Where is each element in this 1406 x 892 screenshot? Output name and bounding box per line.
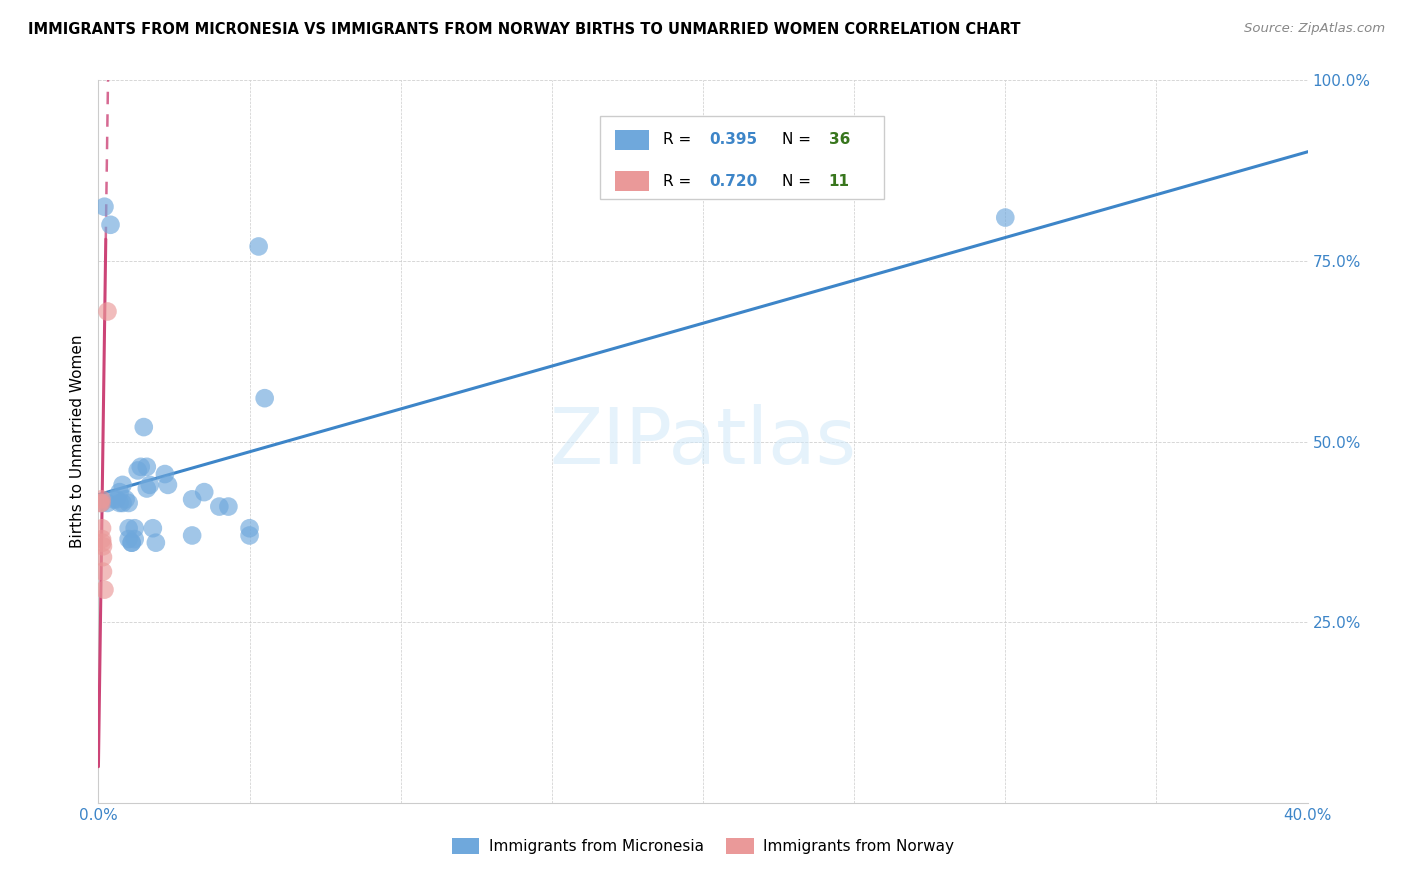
Point <box>121 535 143 549</box>
Text: IMMIGRANTS FROM MICRONESIA VS IMMIGRANTS FROM NORWAY BIRTHS TO UNMARRIED WOMEN C: IMMIGRANTS FROM MICRONESIA VS IMMIGRANTS… <box>28 22 1021 37</box>
Point <box>111 496 134 510</box>
Point <box>114 492 136 507</box>
Point <box>111 478 134 492</box>
Point <box>105 492 128 507</box>
Point <box>145 535 167 549</box>
Point <box>118 496 141 510</box>
Point <box>91 539 114 553</box>
Legend: Immigrants from Micronesia, Immigrants from Norway: Immigrants from Micronesia, Immigrants f… <box>446 832 960 860</box>
Point <box>139 478 162 492</box>
Point <box>93 582 115 597</box>
Y-axis label: Births to Unmarried Women: Births to Unmarried Women <box>69 334 84 549</box>
Point <box>135 482 157 496</box>
Point <box>239 521 262 535</box>
Point <box>90 496 112 510</box>
Point <box>91 550 114 565</box>
Point <box>118 521 141 535</box>
Bar <box>600 117 884 200</box>
Point <box>96 304 118 318</box>
Point <box>217 500 239 514</box>
Point <box>90 492 112 507</box>
Point <box>181 528 204 542</box>
Text: R =: R = <box>664 132 696 147</box>
Point <box>91 521 114 535</box>
Point <box>181 492 204 507</box>
Point <box>253 391 276 405</box>
Point <box>124 532 146 546</box>
Text: ZIPatlas: ZIPatlas <box>550 403 856 480</box>
Point <box>994 211 1017 225</box>
Text: 0.395: 0.395 <box>709 132 758 147</box>
Point <box>103 492 125 507</box>
Point <box>91 532 114 546</box>
Point <box>108 496 131 510</box>
Point <box>118 532 141 546</box>
Point <box>142 521 165 535</box>
Point <box>153 467 176 481</box>
Text: N =: N = <box>782 132 815 147</box>
Point <box>93 200 115 214</box>
Point <box>193 485 215 500</box>
Point <box>100 218 122 232</box>
Point <box>96 496 118 510</box>
Point <box>127 463 149 477</box>
Text: R =: R = <box>664 174 696 189</box>
Text: 36: 36 <box>828 132 851 147</box>
Text: 0.720: 0.720 <box>709 174 758 189</box>
Point <box>108 485 131 500</box>
Point <box>156 478 179 492</box>
Point <box>208 500 231 514</box>
Point <box>90 496 112 510</box>
Text: Source: ZipAtlas.com: Source: ZipAtlas.com <box>1244 22 1385 36</box>
Point <box>129 459 152 474</box>
Point <box>91 565 114 579</box>
Point <box>124 521 146 535</box>
Point <box>239 528 262 542</box>
Point <box>135 459 157 474</box>
Text: 11: 11 <box>828 174 849 189</box>
Text: N =: N = <box>782 174 815 189</box>
Point <box>247 239 270 253</box>
Bar <box>614 171 648 191</box>
Point <box>91 535 114 549</box>
Point <box>121 535 143 549</box>
Point <box>89 496 111 510</box>
Point <box>132 420 155 434</box>
Bar <box>614 129 648 150</box>
